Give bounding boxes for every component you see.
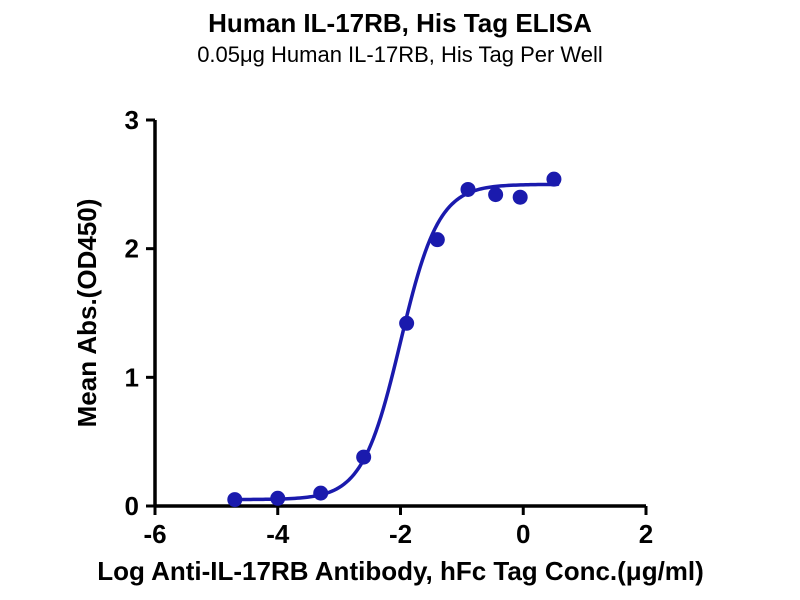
y-axis-title: Mean Abs.(OD450) [72,199,102,428]
x-tick-label: -2 [389,519,412,549]
data-point [488,187,504,203]
x-tick-label: -6 [143,519,166,549]
y-tick-label: 1 [125,362,139,392]
data-point [460,181,476,197]
data-point [270,490,286,506]
data-point [429,232,445,248]
data-point [512,189,528,205]
data-point [399,315,415,331]
chart-title: Human IL-17RB, His Tag ELISA [208,8,592,38]
data-point [313,485,329,501]
data-point [356,449,372,465]
x-tick-label: 2 [639,519,653,549]
axes [153,120,646,508]
elisa-plot: -6 -4 -2 0 2 0 1 2 3 Log Anti-IL-17RB Antibody, … [72,105,704,586]
chart-subtitle: 0.05μg Human IL-17RB, His Tag Per Well [197,42,603,67]
data-point [227,492,243,508]
fit-curve [231,182,560,502]
y-tick-label: 2 [125,234,139,264]
y-tick-label: 0 [125,491,139,521]
tick-labels: -6 -4 -2 0 2 0 1 2 3 [125,105,654,549]
x-tick-label: 0 [516,519,530,549]
data-point [546,171,562,187]
x-axis-title: Log Anti-IL-17RB Antibody, hFc Tag Conc.… [97,556,704,586]
tick-marks [146,118,648,515]
y-tick-label: 3 [125,105,139,135]
x-tick-label: -4 [266,519,290,549]
data-series [227,171,562,508]
